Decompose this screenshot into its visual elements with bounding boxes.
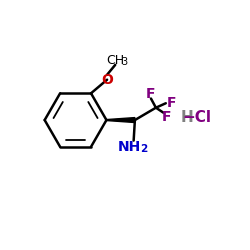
Text: 3: 3: [121, 58, 128, 68]
Text: O: O: [102, 73, 114, 87]
Text: F: F: [146, 87, 156, 101]
Text: 2: 2: [140, 144, 148, 154]
Text: −Cl: −Cl: [183, 110, 212, 125]
Text: CH: CH: [106, 54, 124, 67]
Text: H: H: [180, 110, 193, 125]
Text: F: F: [166, 96, 176, 110]
Polygon shape: [106, 118, 135, 122]
Text: F: F: [162, 110, 171, 124]
Text: NH: NH: [118, 140, 141, 154]
